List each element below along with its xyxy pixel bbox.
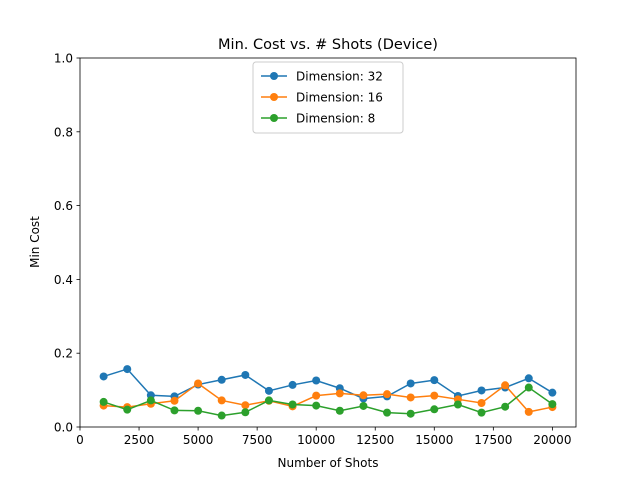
legend-marker-0 [270,72,278,80]
legend-label-1: Dimension: 16 [296,91,383,105]
data-point [359,401,368,410]
data-point [548,388,557,397]
data-point [501,402,510,411]
x-tick-label: 7500 [242,433,273,447]
y-tick-label: 0.8 [54,125,73,139]
data-point [123,405,132,414]
data-point [359,391,368,400]
data-point [430,391,439,400]
data-point [524,407,533,416]
data-point [288,400,297,409]
data-point [217,411,226,420]
x-tick-label: 2500 [124,433,155,447]
axes-frame [79,57,577,428]
data-point [241,401,250,410]
data-point [312,391,321,400]
data-point [217,396,226,405]
data-point [383,390,392,399]
series-line-0 [103,368,553,400]
data-point [477,408,486,417]
legend-label-2: Dimension: 8 [296,112,375,126]
data-point [335,406,344,415]
data-point [524,383,533,392]
data-point [241,408,250,417]
data-point [217,375,226,384]
y-axis-label: Min Cost [28,216,42,268]
y-tick-label: 0.2 [54,347,73,361]
data-point [406,409,415,418]
y-tick-label: 0.4 [54,273,73,287]
data-point [146,396,155,405]
x-tick-label: 10000 [297,433,335,447]
data-point [406,393,415,402]
y-tick-label: 1.0 [54,52,73,66]
data-point [548,400,557,409]
data-point [288,380,297,389]
data-point [501,381,510,390]
chart-title: Min. Cost vs. # Shots (Device) [218,37,438,53]
data-point [99,397,108,406]
data-point [430,376,439,385]
data-point [99,372,108,381]
x-axis-label: Number of Shots [278,456,379,470]
data-point [406,379,415,388]
x-tick-label: 12500 [356,433,394,447]
data-point [312,401,321,410]
x-tick-label: 5000 [183,433,214,447]
data-point [477,386,486,395]
x-tick-label: 15000 [415,433,453,447]
y-tick-label: 0.0 [54,421,73,435]
legend-marker-1 [270,93,278,101]
data-point [241,370,250,379]
y-tick-label: 0.6 [54,199,73,213]
data-point [123,365,132,374]
data-point [383,408,392,417]
legend-box [252,61,404,134]
data-point [170,406,179,415]
legend: Dimension: 32 Dimension: 16 Dimension: 8 [252,61,404,134]
x-tick-label: 20000 [533,433,571,447]
x-tick-label: 0 [76,433,84,447]
data-point [453,400,462,409]
data-point [194,379,203,388]
x-tick-label: 17500 [474,433,512,447]
data-point [170,396,179,405]
data-point [194,406,203,415]
data-point [524,374,533,383]
legend-marker-2 [270,114,278,122]
data-point [430,405,439,414]
data-point [335,389,344,398]
axes: 0 2500 5000 7500 10000 12500 15000 17500 20000 0.… [54,52,577,447]
data-point [312,376,321,385]
data-point [264,386,273,395]
data-point [477,399,486,408]
data-point [264,396,273,405]
legend-label-0: Dimension: 32 [296,70,383,84]
plot-area [99,365,557,420]
